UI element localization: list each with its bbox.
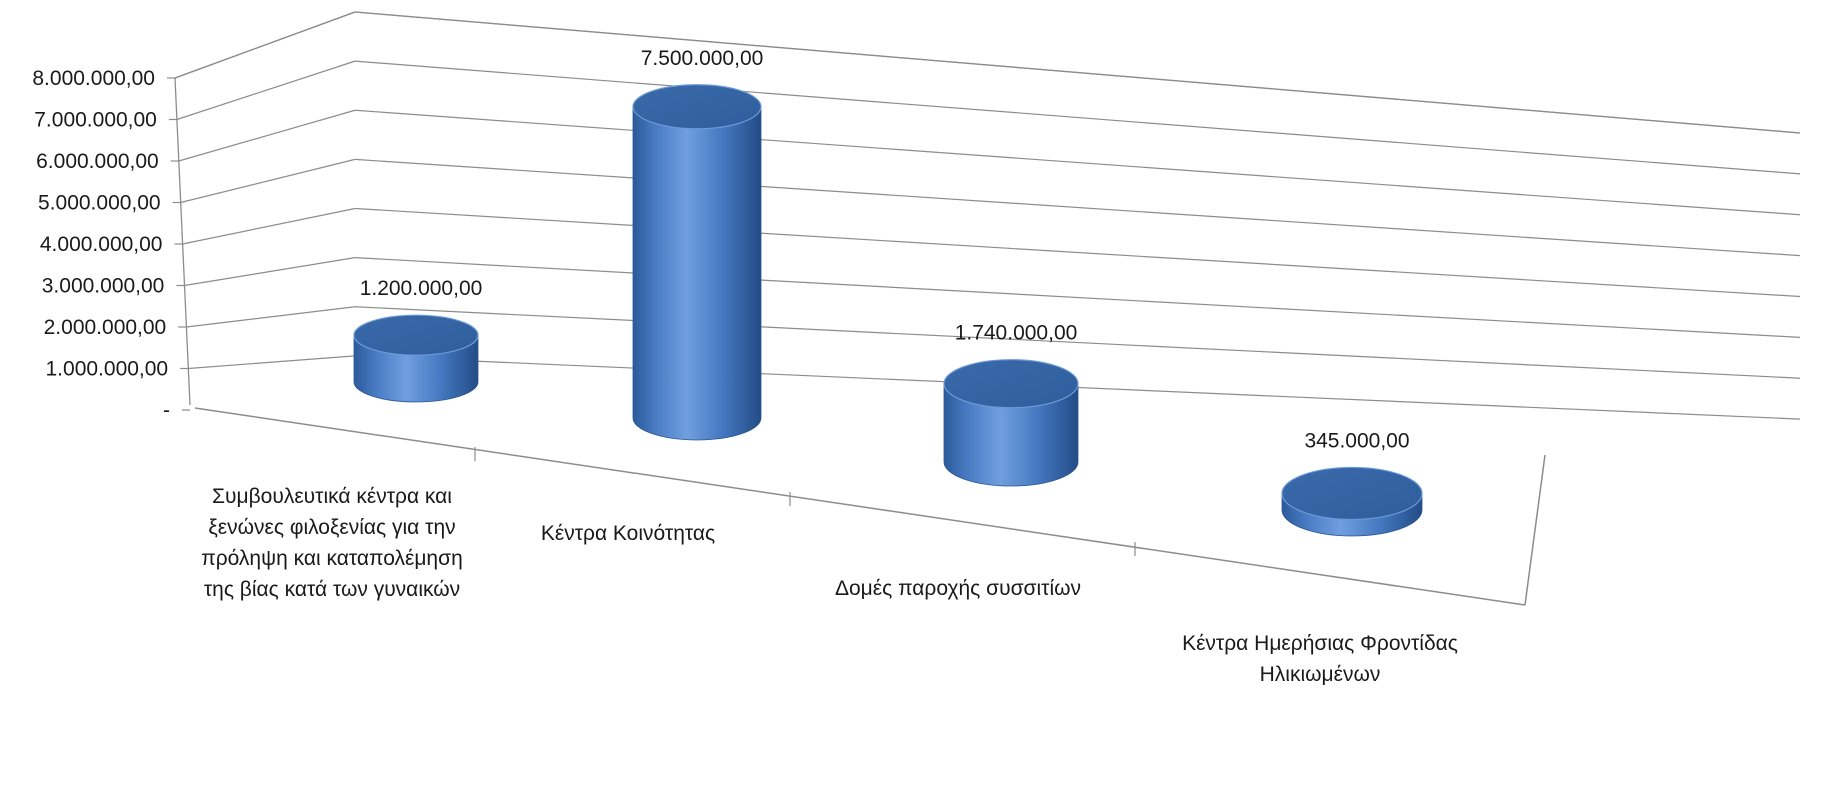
y-tick-label: 8.000.000,00 bbox=[32, 67, 155, 90]
gridline bbox=[168, 60, 1801, 175]
bar-top bbox=[943, 359, 1079, 409]
bars bbox=[353, 84, 1423, 537]
y-axis-tick-labels: - 1.000.000,00 2.000.000,00 3.000.000,00 4.0… bbox=[32, 67, 170, 422]
bar-top bbox=[632, 84, 762, 130]
y-tick-label: 4.000.000,00 bbox=[40, 233, 163, 256]
category-labels: Συμβουλευτικά κέντρα και ξενώνες φιλοξενί… bbox=[201, 485, 1458, 686]
data-label: 345.000,00 bbox=[1304, 429, 1409, 452]
bar-top bbox=[1281, 466, 1423, 521]
y-tick-label: 1.000.000,00 bbox=[46, 358, 169, 381]
data-label: 7.500.000,00 bbox=[641, 47, 764, 70]
data-labels: 1.200.000,00 7.500.000,00 1.740.000,00 345.… bbox=[360, 47, 1410, 453]
category-label: Κέντρα Κοινότητας bbox=[541, 522, 715, 545]
y-tick-label: - bbox=[163, 399, 170, 422]
gridline bbox=[172, 158, 1801, 257]
gridlines bbox=[167, 11, 1801, 556]
bar-body bbox=[632, 106, 762, 441]
gridline bbox=[178, 306, 1801, 379]
gridline bbox=[174, 207, 1801, 298]
y-axis-line bbox=[174, 77, 191, 406]
bar bbox=[943, 359, 1079, 487]
y-tick-label: 3.000.000,00 bbox=[42, 275, 165, 298]
bar-top bbox=[353, 314, 479, 356]
y-tick-label: 6.000.000,00 bbox=[36, 150, 159, 173]
category-label: Συμβουλευτικά κέντρα και ξενώνες φιλοξενί… bbox=[201, 485, 463, 601]
bar bbox=[353, 314, 479, 403]
category-label: Δομές παροχής συσσιτίων bbox=[835, 577, 1081, 600]
floor-right-edge bbox=[1524, 454, 1546, 606]
bar bbox=[1281, 466, 1423, 537]
y-tick-label: 5.000.000,00 bbox=[38, 192, 161, 215]
bar bbox=[632, 84, 762, 441]
data-label: 1.200.000,00 bbox=[360, 277, 483, 300]
gridline bbox=[167, 11, 1801, 134]
category-label: Κέντρα Ημερήσιας Φροντίδας Ηλικιωμένων bbox=[1182, 632, 1458, 686]
y-tick-label: 2.000.000,00 bbox=[44, 316, 167, 339]
x-axis-line bbox=[194, 407, 1526, 606]
bar-body bbox=[943, 383, 1079, 487]
gridline bbox=[176, 257, 1801, 338]
data-label: 1.740.000,00 bbox=[955, 322, 1078, 345]
y-tick-label: 7.000.000,00 bbox=[34, 109, 157, 132]
gridline bbox=[170, 109, 1801, 216]
